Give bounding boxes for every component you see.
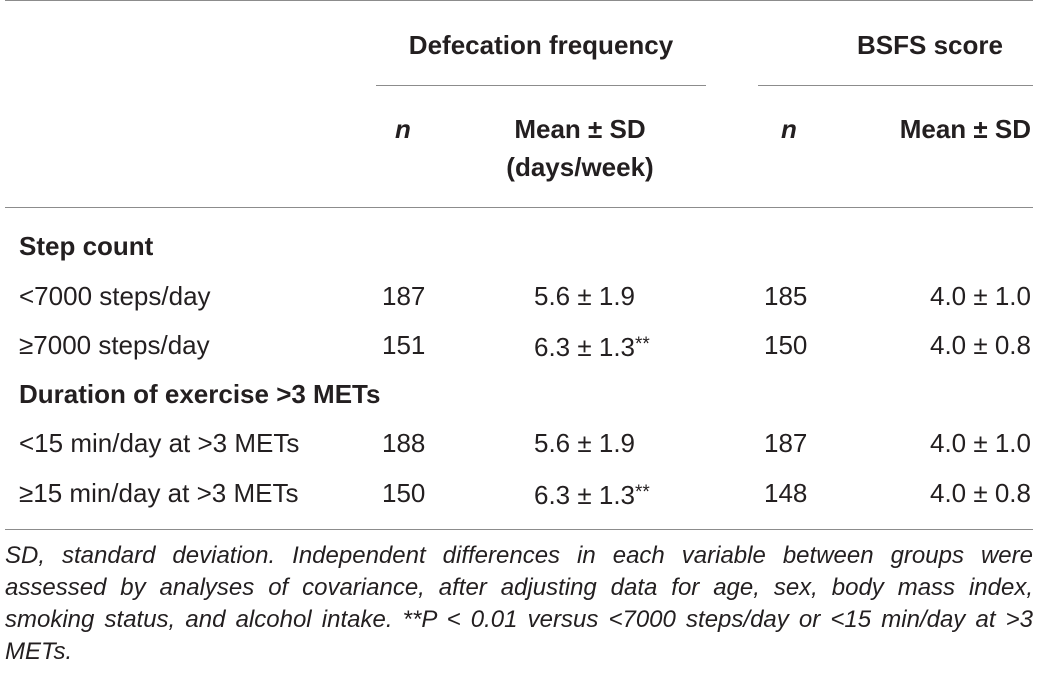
cell-mean-bsfs: 4.0 ± 0.8 <box>929 478 1031 508</box>
header-defecation-frequency: Defecation frequency <box>408 30 674 60</box>
cell-n-bsfs: 148 <box>764 478 808 508</box>
cell-mean-bsfs: 4.0 ± 1.0 <box>929 281 1031 311</box>
row-label: ≥15 min/day at >3 METs <box>19 478 299 508</box>
cell-mean-defecation: 6.3 ± 1.3** <box>534 480 650 510</box>
header-n-defecation: n <box>395 114 411 144</box>
table-bottom-rule <box>5 529 1033 530</box>
header-bsfs-score: BSFS score <box>857 30 1003 60</box>
cell-n-defecation: 150 <box>382 478 426 508</box>
header-n-bsfs: n <box>781 114 797 144</box>
bsfs-group-rule <box>758 85 1033 86</box>
defecation-group-rule <box>376 85 706 86</box>
cell-n-defecation: 151 <box>382 330 426 360</box>
cell-mean-defecation: 6.3 ± 1.3** <box>534 332 650 362</box>
cell-mean-bsfs: 4.0 ± 0.8 <box>929 330 1031 360</box>
row-label: ≥7000 steps/day <box>19 330 210 360</box>
cell-mean-bsfs: 4.0 ± 1.0 <box>929 428 1031 458</box>
cell-n-bsfs: 185 <box>764 281 808 311</box>
cell-n-defecation: 187 <box>382 281 426 311</box>
cell-mean-defecation: 5.6 ± 1.9 <box>534 428 636 458</box>
table-footnote: SD, standard deviation. Independent diff… <box>5 542 1033 665</box>
cell-n-bsfs: 187 <box>764 428 808 458</box>
section-title-step-count: Step count <box>19 231 154 261</box>
row-label: <7000 steps/day <box>19 281 211 311</box>
row-label: <15 min/day at >3 METs <box>19 428 300 458</box>
header-mean-sd-bsfs: Mean ± SD <box>899 114 1031 144</box>
significance-marker: ** <box>635 482 650 503</box>
cell-n-defecation: 188 <box>382 428 426 458</box>
table-top-rule <box>5 0 1033 1</box>
header-mean-sd-defecation: Mean ± SD (days/week) <box>506 114 654 182</box>
section-title-duration-of-exercise: Duration of exercise >3 METs <box>19 379 381 409</box>
significance-marker: ** <box>635 334 650 355</box>
cell-n-bsfs: 150 <box>764 330 808 360</box>
cell-mean-defecation: 5.6 ± 1.9 <box>534 281 636 311</box>
header-bottom-rule <box>5 207 1033 208</box>
